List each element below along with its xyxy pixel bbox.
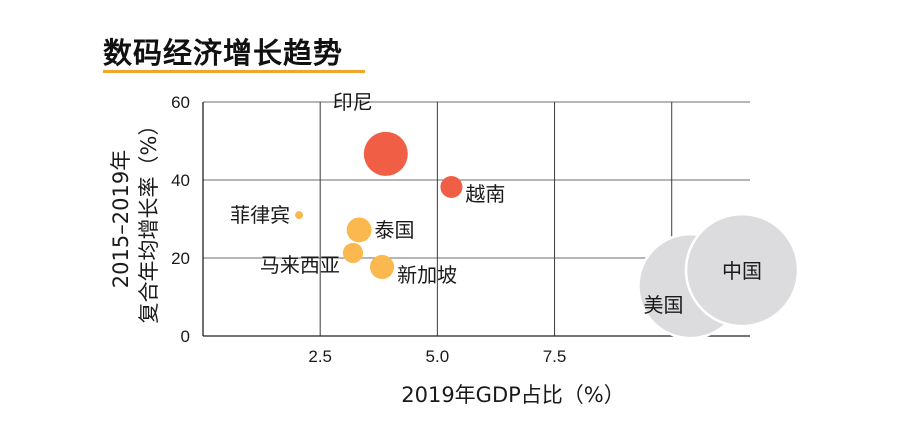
y-tick-label: 0 [181,327,190,346]
y-tick-label: 40 [171,171,190,190]
x-axis-label: 2019年GDP占比（%） [401,383,625,407]
chart-title: 数码经济增长趋势 [103,36,344,70]
bubble-印尼 [363,131,408,176]
bubbles [295,131,800,340]
y-axis-label-line2: 复合年均增长率（%） [137,115,161,324]
x-tick-label: 5.0 [426,347,450,366]
point-label: 马来西亚 [260,253,340,277]
point-label: 印尼 [333,90,373,114]
point-label: 中国 [722,259,762,283]
x-tick-label: 7.5 [543,347,567,366]
axes [202,102,750,337]
bubble-新加坡 [370,254,395,280]
y-tick-label: 20 [171,249,190,268]
point-label: 美国 [643,293,683,317]
point-label: 泰国 [375,218,415,242]
bubble-菲律宾 [295,211,304,220]
point-label: 越南 [465,182,505,206]
y-tick-label: 60 [171,93,190,112]
bubble-越南 [440,176,463,199]
bubble-马来西亚 [342,242,364,264]
x-tick-label: 2.5 [308,347,332,366]
tick-labels: 2.5 5.0 7.5 0 20 40 60 [171,93,566,366]
bubble-泰国 [346,217,372,243]
point-label: 新加坡 [397,263,457,287]
bubble-中国 [684,212,800,328]
point-label: 菲律宾 [230,203,290,227]
y-axis-label-line1: 2015–2019年 [109,150,133,288]
title-underline [103,70,365,73]
